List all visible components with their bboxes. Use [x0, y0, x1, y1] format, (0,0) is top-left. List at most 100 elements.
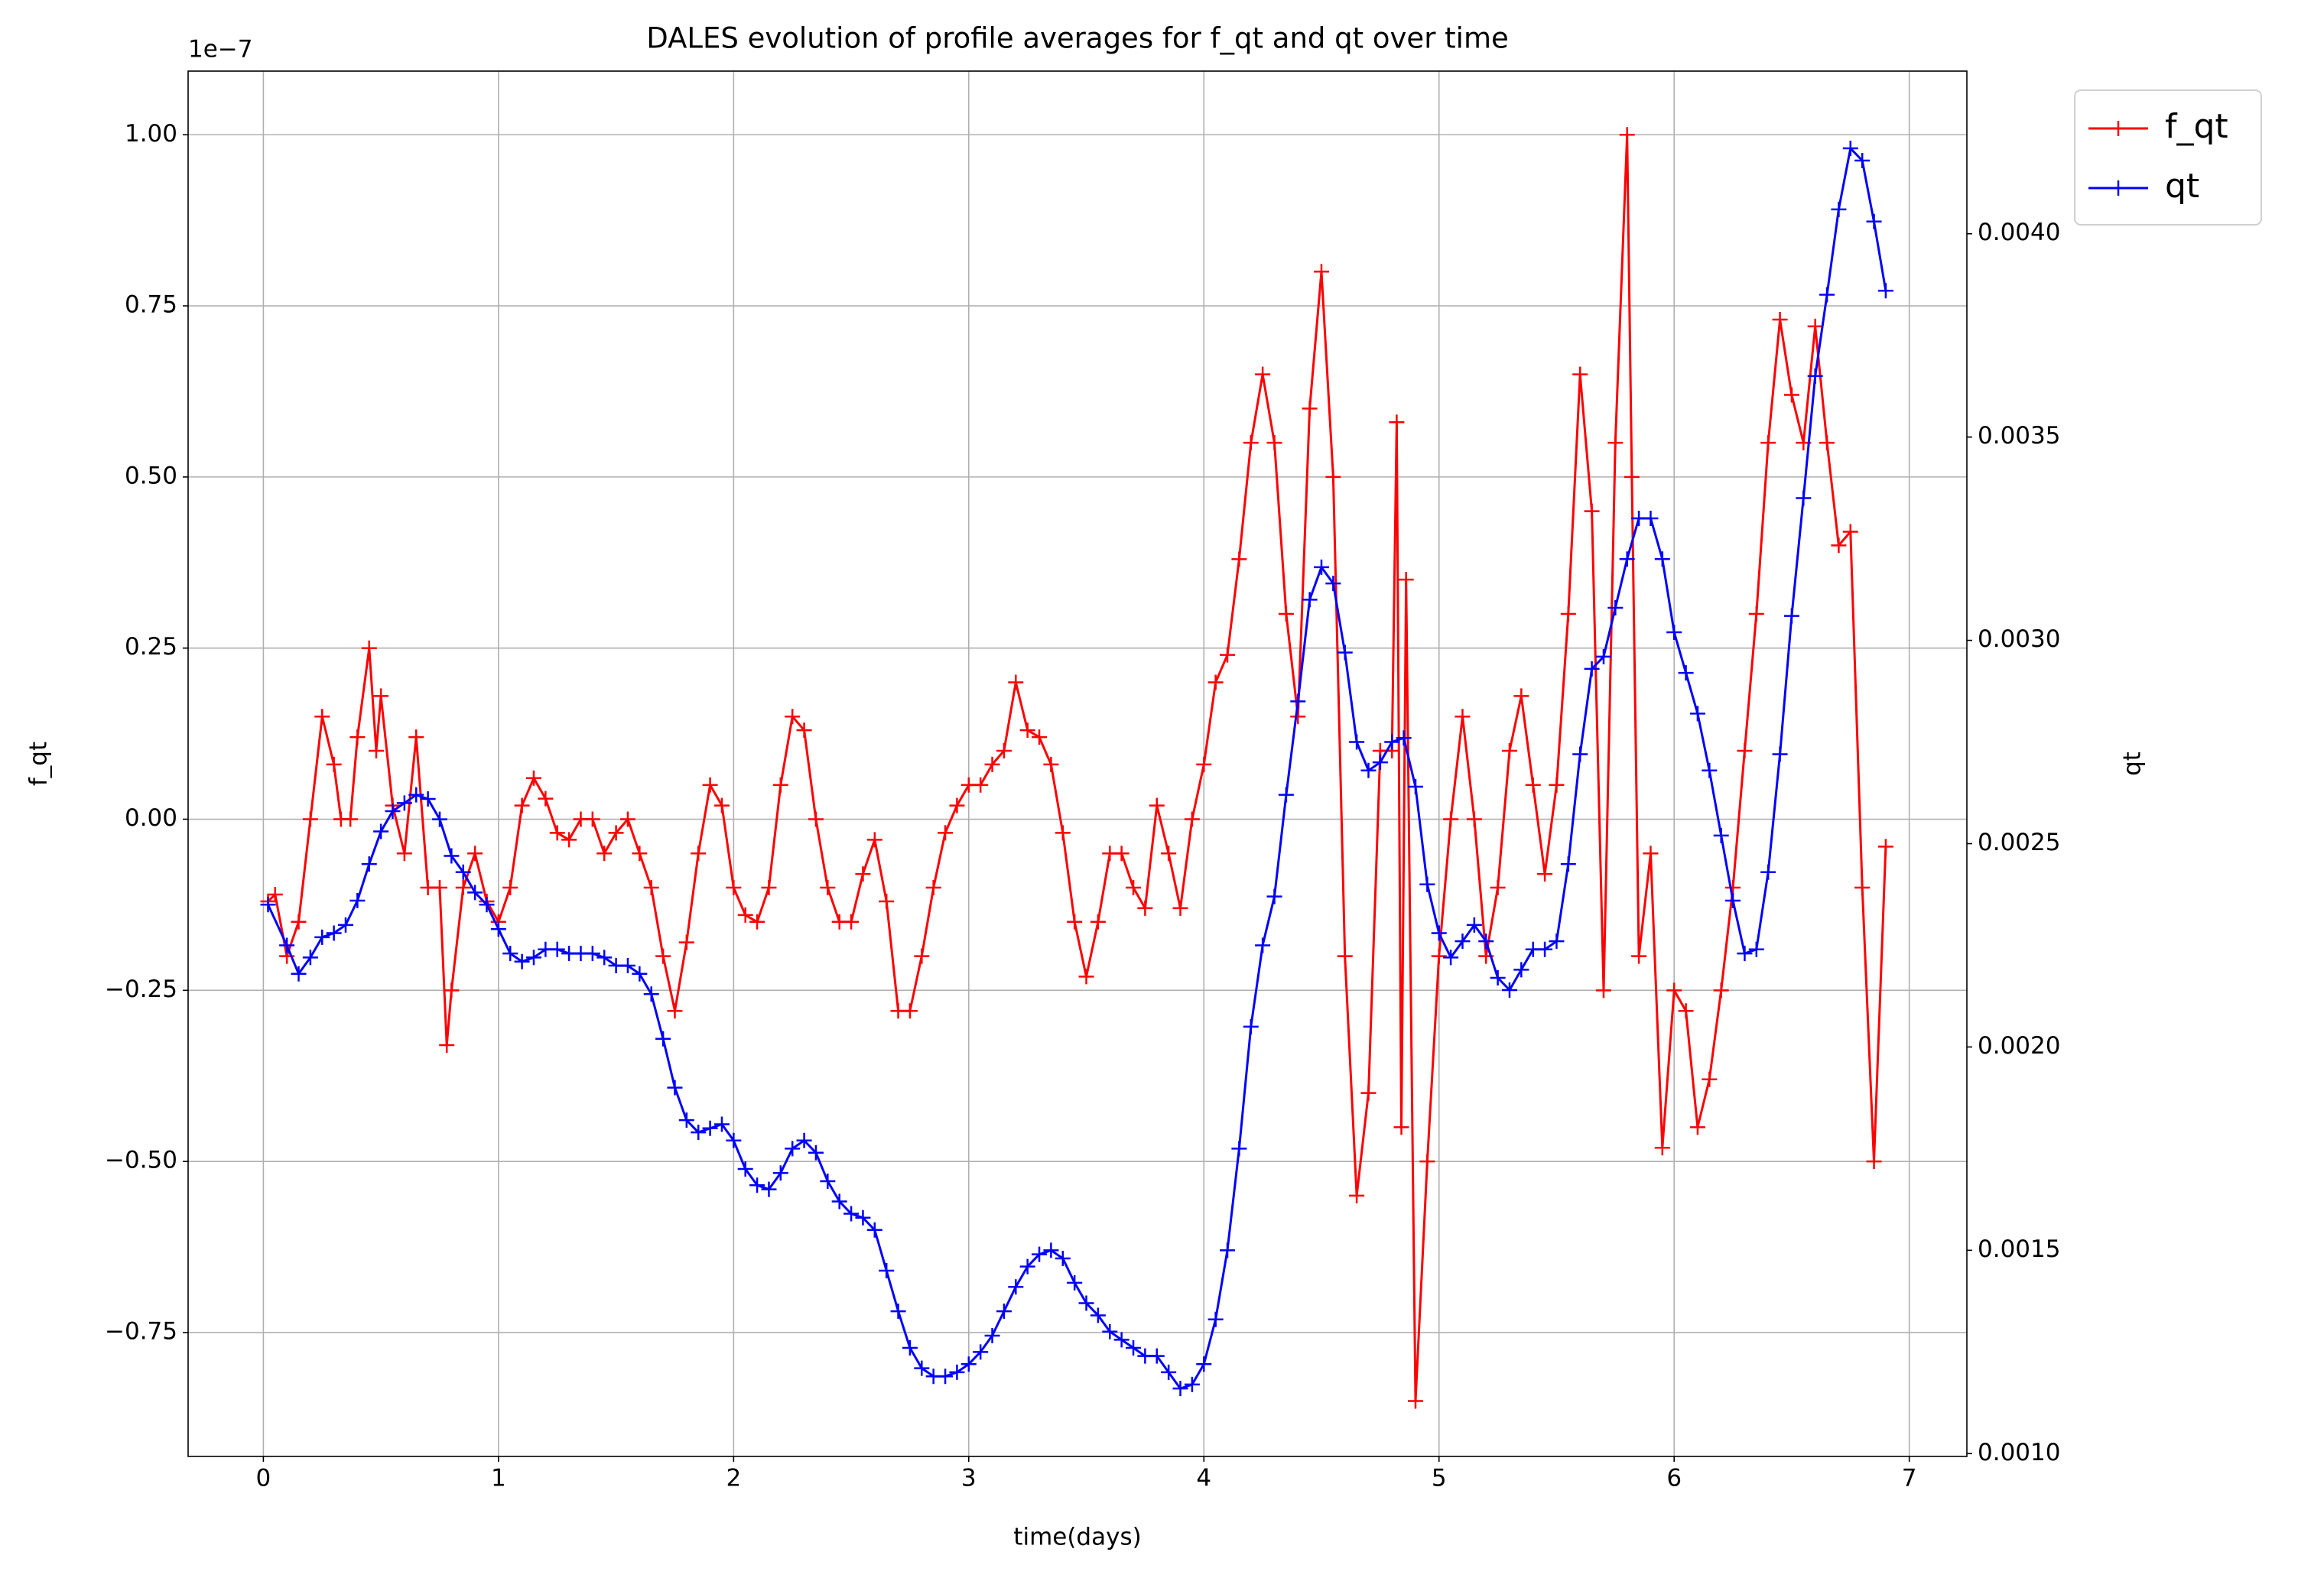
marker — [314, 929, 330, 945]
marker — [1290, 693, 1306, 709]
marker — [1137, 900, 1153, 916]
marker — [1666, 982, 1682, 998]
marker — [632, 846, 648, 862]
marker — [1455, 709, 1471, 725]
marker — [866, 832, 882, 848]
marker — [1196, 756, 1212, 772]
marker — [843, 1206, 860, 1222]
marker — [1266, 888, 1282, 904]
marker — [525, 950, 541, 966]
marker — [1525, 777, 1541, 793]
marker — [1314, 559, 1329, 575]
marker — [1584, 661, 1600, 677]
marker — [1113, 1332, 1129, 1348]
marker — [1842, 141, 1858, 157]
x-tick-label: 2 — [726, 1465, 741, 1492]
marker — [820, 1173, 836, 1189]
marker — [549, 825, 565, 841]
marker — [431, 880, 447, 896]
marker — [1419, 876, 1435, 892]
marker — [1513, 688, 1529, 704]
y-tick-label: 0.25 — [125, 633, 177, 661]
marker — [619, 958, 635, 974]
x-tick-label: 5 — [1432, 1465, 1447, 1492]
marker — [1067, 1274, 1083, 1291]
marker — [1090, 914, 1106, 930]
marker — [1078, 969, 1094, 985]
marker — [1490, 880, 1506, 896]
marker — [667, 1080, 683, 1096]
marker — [1126, 1340, 1142, 1356]
marker — [1854, 880, 1871, 896]
marker — [1243, 435, 1259, 451]
marker — [368, 742, 384, 758]
marker — [502, 946, 518, 962]
marker — [1314, 264, 1329, 280]
marker — [1595, 982, 1611, 998]
marker — [1748, 941, 1764, 957]
marker — [396, 795, 412, 811]
marker — [1831, 537, 1847, 554]
marker — [1113, 846, 1129, 862]
marker — [914, 1360, 930, 1376]
marker — [490, 921, 506, 937]
marker — [1231, 1141, 1247, 1157]
marker — [467, 885, 483, 901]
marker — [984, 1328, 1000, 1344]
marker — [1019, 722, 1035, 739]
marker — [1678, 1003, 1694, 1019]
y-tick-label: 1.00 — [125, 120, 177, 148]
marker — [349, 729, 366, 745]
marker — [1831, 201, 1847, 217]
marker — [1231, 551, 1247, 567]
marker — [1396, 730, 1412, 746]
marker — [737, 907, 753, 923]
marker — [1807, 318, 1823, 334]
legend-box — [2074, 89, 2262, 226]
marker — [702, 777, 718, 793]
marker — [1877, 283, 1893, 299]
marker — [596, 950, 613, 966]
marker — [1866, 213, 1882, 229]
marker — [1689, 1119, 1705, 1135]
y-tick-label: 0.75 — [125, 291, 177, 319]
y-tick-label: 0.50 — [125, 462, 177, 489]
legend-label: qt — [2165, 167, 2199, 206]
marker — [702, 1120, 718, 1136]
marker — [326, 756, 342, 772]
marker — [279, 937, 295, 953]
plot-area — [260, 127, 1893, 1409]
marker — [808, 1145, 824, 1161]
x-tick-label: 3 — [961, 1465, 977, 1492]
y2-tick-label: 0.0040 — [1978, 219, 2060, 246]
marker — [902, 1340, 918, 1356]
marker — [584, 811, 600, 827]
marker — [1654, 551, 1670, 567]
marker — [439, 1037, 455, 1053]
marker — [1654, 1140, 1670, 1156]
axes-frame — [187, 70, 1968, 1457]
marker — [1725, 880, 1741, 896]
marker — [726, 880, 742, 896]
marker — [996, 742, 1012, 758]
marker — [1666, 624, 1682, 640]
marker — [1172, 900, 1188, 916]
marker — [1290, 709, 1306, 725]
marker — [1384, 734, 1400, 750]
marker — [1196, 1356, 1212, 1372]
marker — [1595, 648, 1611, 664]
chart-title: DALES evolution of profile averages for … — [646, 22, 1509, 55]
marker — [655, 948, 671, 964]
marker — [1560, 856, 1576, 872]
marker — [349, 892, 366, 908]
marker — [291, 914, 307, 930]
marker — [1389, 414, 1405, 430]
marker — [1090, 1307, 1106, 1323]
marker — [1842, 524, 1858, 540]
marker — [1266, 435, 1282, 451]
x-tick-label: 6 — [1666, 1465, 1682, 1492]
marker — [713, 797, 730, 813]
x-axis-label: time(days) — [1013, 1524, 1141, 1551]
marker — [1678, 665, 1694, 681]
marker — [373, 688, 389, 704]
